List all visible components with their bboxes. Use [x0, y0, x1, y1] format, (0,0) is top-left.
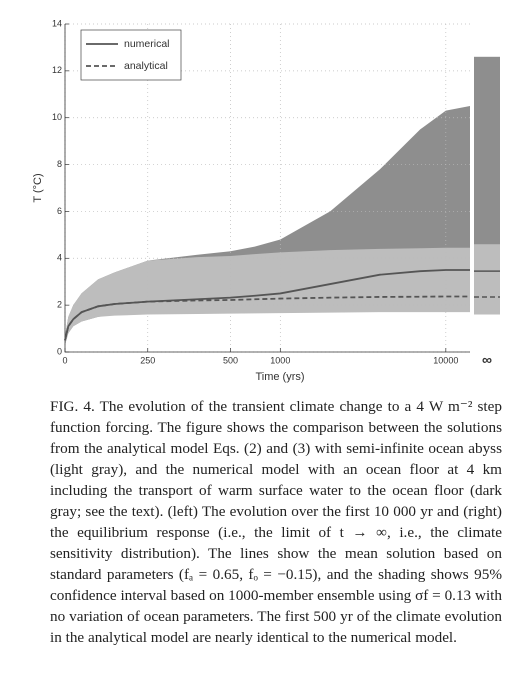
axes	[64, 24, 470, 353]
y-tick-label: 2	[57, 300, 62, 310]
x-tick-label: 500	[223, 355, 238, 365]
y-axis-label: T (°C)	[32, 173, 44, 202]
caption: FIG. 4. The evolution of the transient c…	[50, 398, 502, 646]
y-tick-label: 14	[52, 18, 62, 28]
x-tick-label: 0	[62, 355, 67, 365]
y-tick-label: 10	[52, 112, 62, 122]
x-tick-label: 1000	[270, 355, 290, 365]
legend-label: numerical	[124, 38, 170, 50]
x-tick-label: 10000	[433, 355, 458, 365]
chart: Time (yrs) T (°C) 0 2 4 6 8 10 12 14 0 250 500 1000…	[32, 18, 500, 383]
legend-label: analytical	[124, 60, 168, 72]
legend-box	[80, 29, 182, 81]
x-tick-label: 250	[140, 355, 155, 365]
y-tick-label: 4	[57, 253, 62, 263]
y-tick-label: 12	[52, 65, 62, 75]
y-tick-label: 6	[57, 206, 62, 216]
x-axis-label: Time (yrs)	[255, 371, 304, 383]
confidence-band	[65, 247, 470, 345]
y-tick-label: 0	[57, 346, 62, 356]
equilibrium-band	[474, 244, 500, 315]
series-line	[64, 295, 470, 341]
x-tick-label: ∞	[482, 352, 492, 368]
y-tick-label: 8	[57, 159, 62, 169]
